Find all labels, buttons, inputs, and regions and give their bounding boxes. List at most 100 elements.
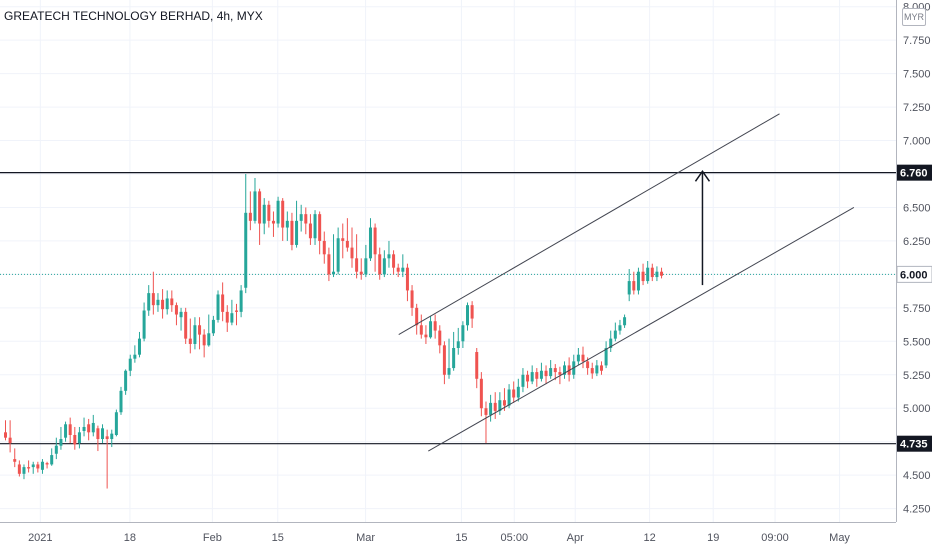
candle-body	[512, 389, 516, 398]
candles	[4, 174, 664, 489]
candle-body	[447, 368, 451, 375]
candle-body	[119, 390, 123, 413]
candle-body	[124, 370, 128, 391]
candle-body	[419, 325, 423, 335]
candle-body	[442, 345, 446, 375]
candle-body	[77, 432, 81, 444]
candle-body	[299, 214, 303, 221]
candle-body	[618, 325, 622, 331]
candle-body	[151, 293, 155, 306]
candle-body	[184, 311, 188, 339]
candle-body	[415, 307, 419, 326]
candle-body	[96, 428, 100, 440]
candle-body	[650, 267, 654, 278]
x-tick-label: Mar	[356, 532, 375, 544]
candle-body	[68, 424, 72, 435]
candle-body	[609, 338, 613, 348]
candle-body	[271, 220, 275, 224]
candle-body	[549, 368, 553, 377]
channel-line	[428, 207, 855, 452]
candle-body	[332, 271, 336, 275]
candle-body	[313, 214, 317, 239]
candle-body	[4, 432, 7, 438]
trend-channel	[398, 113, 855, 452]
candle-body	[133, 354, 137, 359]
candle-body	[433, 321, 437, 331]
candle-body	[225, 311, 229, 323]
candle-body	[401, 267, 405, 272]
current-price-badge	[896, 265, 932, 283]
candle-body	[105, 436, 109, 440]
candle-body	[470, 305, 474, 319]
x-tick-label: 09:00	[761, 532, 789, 544]
candle-body	[563, 365, 567, 375]
y-tick-label: 6.250	[903, 236, 931, 248]
candle-body	[558, 372, 562, 375]
candle-body	[553, 368, 557, 373]
time-axis[interactable]: 2021 18 Feb 15 Mar 15 05:00 Apr 12 19 09:00 May	[0, 522, 896, 545]
candle-body	[198, 325, 202, 335]
candle-body	[655, 271, 659, 278]
candle-body	[484, 408, 488, 415]
candle-body	[142, 310, 146, 339]
candle-body	[359, 271, 363, 275]
candle-body	[660, 271, 664, 276]
x-tick-label: 12	[643, 532, 655, 544]
candle-body	[502, 400, 506, 406]
candle-body	[128, 358, 132, 371]
candle-body	[544, 370, 548, 377]
x-tick-label: 05:00	[501, 532, 529, 544]
candle-body	[207, 333, 211, 346]
x-tick-label: 2021	[28, 532, 52, 544]
candle-body	[45, 463, 49, 465]
candle-body	[521, 374, 525, 387]
y-tick-label: 4.250	[903, 504, 931, 516]
candle-body	[535, 372, 539, 379]
candle-body	[479, 378, 483, 409]
candle-body	[581, 354, 585, 362]
chart-title: GREATECH TECHNOLOGY BERHAD, 4h, MYX	[4, 9, 263, 23]
currency-badge[interactable]: MYR	[902, 8, 926, 26]
candle-body	[59, 439, 63, 446]
candle-body	[8, 437, 12, 444]
candle-body	[632, 281, 636, 291]
candle-body	[202, 334, 206, 346]
candle-body	[341, 238, 345, 241]
target-arrow-head	[694, 170, 711, 182]
current-price-label: 6.000	[900, 269, 928, 281]
candle-body	[461, 325, 465, 342]
level-price-badge	[897, 164, 932, 181]
horizontal-levels	[0, 172, 896, 445]
y-tick-label: 5.000	[903, 403, 931, 415]
candle-body	[253, 191, 257, 221]
y-tick-label: 5.500	[903, 336, 931, 348]
candle-body	[336, 238, 340, 272]
price-axis[interactable]: 8.0007.7507.5007.2507.0006.7506.5006.250…	[896, 0, 932, 550]
candle-body	[276, 200, 280, 224]
x-tick-label: 15	[455, 532, 467, 544]
y-tick-label: 5.250	[903, 370, 931, 382]
channel-line	[398, 113, 780, 336]
candle-body	[137, 338, 141, 355]
candle-body	[165, 298, 169, 310]
y-tick-label: 5.750	[903, 303, 931, 315]
candle-body	[22, 467, 26, 474]
candle-body	[193, 325, 197, 344]
candle-body	[646, 267, 650, 282]
candle-body	[489, 402, 493, 415]
candle-body	[452, 348, 456, 369]
candle-body	[91, 422, 95, 433]
x-tick-label: 19	[707, 532, 719, 544]
y-tick-label: 4.500	[903, 470, 931, 482]
candle-body	[64, 424, 68, 438]
candle-body	[410, 290, 414, 308]
candle-body	[604, 348, 608, 366]
candle-body	[248, 212, 252, 221]
candle-body	[156, 299, 160, 306]
candle-body	[498, 400, 502, 411]
candle-body	[211, 319, 215, 334]
candle-body	[258, 191, 262, 224]
y-tick-label: 7.500	[903, 69, 931, 81]
candle-body	[318, 214, 322, 241]
